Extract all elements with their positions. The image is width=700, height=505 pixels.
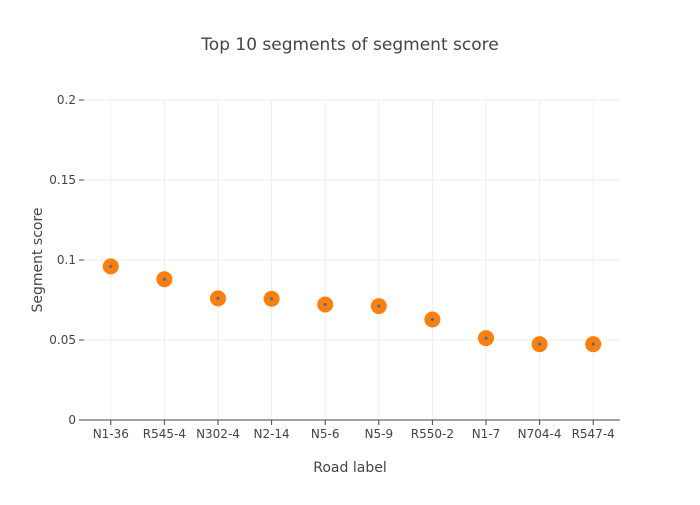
x-tick-label: N5-6 [311,427,340,441]
x-tick-label: N5-9 [365,427,394,441]
x-tick-label: N1-36 [93,427,129,441]
data-point-center [591,342,595,346]
x-tick-label: N1-7 [472,427,501,441]
data-point-center [484,336,488,340]
y-tick-label: 0.05 [49,333,76,347]
x-tick-label: N2-14 [253,427,289,441]
data-point-center [270,297,274,301]
data-point-center [377,304,381,308]
x-tick-label: N302-4 [196,427,240,441]
data-point-center [430,317,434,322]
x-tick-label: R547-4 [572,427,615,441]
tick-layer: 0 0.05 0.1 0.15 0.2 N1-36 R545-4 N302-4 N2-14 N5-… [49,93,615,441]
y-axis-title: Segment score [30,207,46,312]
y-tick-label: 0.2 [57,93,76,107]
marks-layer [102,258,602,353]
x-tick-label: R550-2 [411,427,454,441]
x-tick-label: R545-4 [143,427,186,441]
data-point-center [216,296,220,300]
y-tick-label: 0 [68,413,76,427]
x-tick-label: N704-4 [518,427,562,441]
data-point-center [109,264,113,268]
x-axis-title: Road label [313,460,386,476]
data-point-center [162,277,166,281]
data-point-center [538,342,542,346]
grid-layer [84,99,620,420]
chart-title: Top 10 segments of segment score [200,35,498,55]
y-tick-label: 0.1 [57,253,76,267]
data-point-center [323,302,327,307]
y-tick-label: 0.15 [49,173,76,187]
axis-layer [79,99,620,425]
